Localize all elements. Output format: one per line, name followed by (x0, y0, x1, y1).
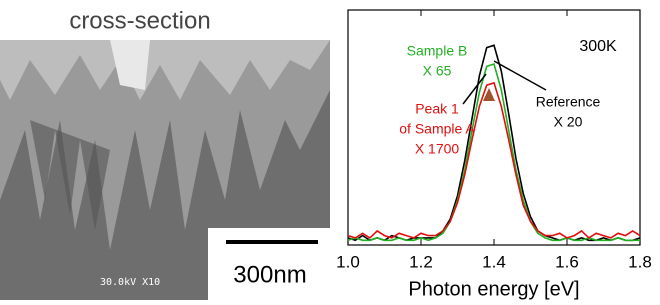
series-line (348, 64, 640, 240)
series-label: Reference (536, 94, 601, 110)
series-note: X 1700 (415, 141, 460, 157)
panel-title: cross-section (69, 7, 210, 34)
x-tick-label: 1.0 (336, 252, 360, 271)
series-note: X 20 (554, 114, 583, 130)
series-label: Sample B (407, 43, 468, 59)
series-label: Peak 1 (415, 101, 459, 117)
x-tick-label: 1.6 (555, 252, 579, 271)
x-axis-label: Photon energy [eV] (408, 278, 579, 300)
annotation: 300K (579, 38, 617, 55)
series-note: X 65 (423, 63, 452, 79)
x-tick-label: 1.8 (628, 252, 652, 271)
scale-label: 300nm (233, 261, 306, 288)
figure: cross-section 30.0kV X10 300nm Photon en… (0, 0, 660, 305)
series-note: of Sample A (399, 121, 475, 137)
x-tick-label: 1.4 (482, 252, 506, 271)
sem-image: 30.0kV X10 300nm (0, 40, 330, 300)
sem-info: 30.0kV X10 (100, 277, 160, 288)
series-line (348, 45, 640, 240)
x-tick-label: 1.2 (409, 252, 433, 271)
